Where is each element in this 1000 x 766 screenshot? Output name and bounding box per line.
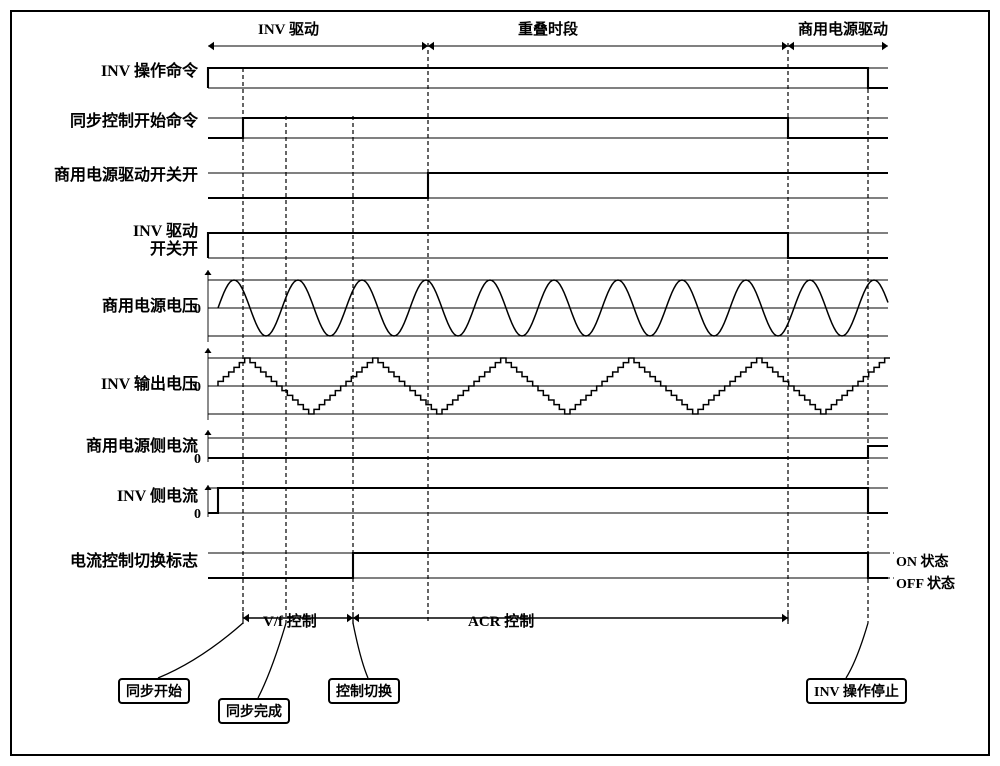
svg-text:0: 0 [194,452,201,467]
timing-diagram: INV 驱动 重叠时段 商用电源驱动 INV 操作命令 同步控制开始命令 商用电… [18,18,982,748]
svg-text:0: 0 [194,507,201,522]
svg-text:0: 0 [194,380,201,395]
timing-svg: 0 0 0 0 [18,18,982,748]
svg-text:0: 0 [194,302,201,317]
figure-border: INV 驱动 重叠时段 商用电源驱动 INV 操作命令 同步控制开始命令 商用电… [10,10,990,756]
